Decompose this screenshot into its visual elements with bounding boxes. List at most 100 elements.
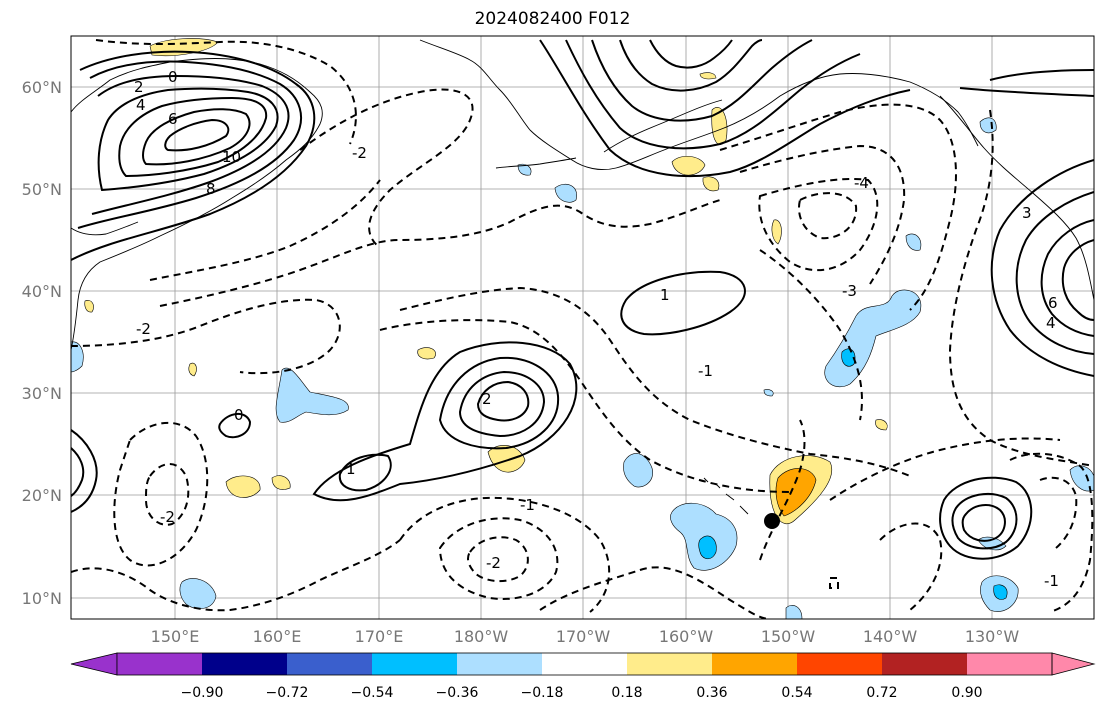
anomaly-blob: [623, 453, 654, 488]
lat-label: 60°N: [22, 78, 62, 97]
colorbar-swatch: [372, 653, 457, 675]
lon-label: 160°E: [253, 627, 302, 646]
contour-label: 2: [482, 390, 492, 408]
contour-line: [591, 39, 813, 122]
anomaly-blob: [671, 156, 706, 176]
contour-line: [164, 118, 230, 152]
contour-line: [71, 50, 316, 261]
lat-label: 20°N: [22, 486, 62, 505]
contour-line: [97, 87, 279, 192]
colorbar-swatch: [542, 653, 627, 675]
colorbar-label: −0.90: [181, 685, 224, 701]
contour-label: 2: [134, 78, 144, 96]
colorbar-label: 0.54: [781, 685, 812, 701]
lon-label: 150°W: [761, 627, 816, 646]
colorbar-swatch: [287, 653, 372, 675]
contour-label: 3: [1022, 204, 1032, 222]
colorbar-swatch: [457, 653, 542, 675]
contour-label: -2: [486, 554, 501, 572]
colorbar: −0.90 −0.72 −0.54 −0.36 −0.18 0.18 0.36 …: [70, 652, 1096, 701]
contour-line: [77, 60, 303, 229]
contour-line: [91, 74, 290, 215]
anomaly-blob: [71, 341, 84, 373]
colorbar-swatch: [202, 653, 287, 675]
contour-line: [565, 39, 861, 150]
contours-negative: [71, 39, 1094, 619]
contour-label: 4: [1046, 314, 1056, 332]
contour-line: [1040, 219, 1094, 337]
coastline-asia: [71, 221, 139, 236]
contour-line: [1009, 452, 1094, 613]
latitude-labels: 60°N 50°N 40°N 30°N 20°N 10°N: [22, 78, 62, 608]
lon-label: 130°W: [965, 627, 1020, 646]
contour-line: [829, 437, 1061, 501]
contour-line: [71, 447, 85, 497]
contour-label: 0: [234, 406, 244, 424]
contour-line: [739, 144, 906, 285]
contour-line: [1015, 191, 1094, 355]
contour-line: [829, 577, 839, 589]
contour-line: [939, 476, 1033, 560]
contour-label: -2: [136, 320, 151, 338]
anomaly-blob: [979, 117, 997, 134]
anomaly-blob: [417, 347, 436, 360]
contour-line: [149, 179, 381, 281]
anomaly-blob: [785, 605, 803, 619]
anomaly-blob: [993, 584, 1008, 600]
colorbar-swatch: [967, 653, 1052, 675]
storm-center-marker: [764, 513, 780, 529]
contour-label: -2: [352, 144, 367, 162]
anomaly-blob: [84, 300, 94, 313]
contour-line: [620, 270, 746, 336]
anomaly-blob: [824, 289, 922, 388]
lon-label: 140°W: [863, 627, 918, 646]
colorbar-extend-high: [1051, 652, 1096, 676]
coastline-northamerica: [939, 95, 1094, 301]
contour-line: [798, 192, 858, 240]
contour-line: [379, 319, 791, 493]
contour-line: [989, 69, 1094, 81]
contour-line: [218, 413, 252, 439]
contour-line: [312, 341, 578, 502]
contour-line: [758, 177, 879, 272]
colorbar-label: 0.36: [696, 685, 727, 701]
contour-line: [95, 39, 357, 145]
colorbar-label: −0.18: [521, 685, 564, 701]
contour-line: [458, 370, 546, 438]
colorbar-swatch: [797, 653, 882, 675]
colorbar-swatch: [117, 653, 202, 675]
colorbar-swatch: [712, 653, 797, 675]
lon-label: 180°W: [454, 627, 509, 646]
contour-label: 6: [1048, 294, 1058, 312]
contour-line: [990, 159, 1094, 377]
contour-line: [438, 517, 559, 600]
contour-line: [476, 380, 530, 422]
contour-label: -1: [520, 496, 535, 514]
contour-line: [118, 96, 268, 178]
map-title: 2024082400 F012: [474, 9, 631, 29]
lon-label: 150°E: [151, 627, 200, 646]
colorbar-border: [116, 652, 1053, 676]
colorbar-swatch: [882, 653, 967, 675]
anomaly-blob: [487, 445, 526, 473]
contour-label: -1: [1044, 572, 1059, 590]
contour-line: [539, 39, 911, 178]
contour-labels: 6 4 2 0 -2 -4 8 10 -1 1 -3 3 2 0 -2 -1 1…: [134, 68, 1059, 590]
colorbar-swatch: [627, 653, 712, 675]
colorbar-extend-low: [70, 652, 118, 676]
contour-line: [399, 496, 611, 613]
contour-line: [438, 356, 560, 450]
shaded-anomalies: [71, 38, 1094, 619]
plot-border: [70, 35, 1095, 620]
anomaly-blob: [179, 578, 217, 609]
contour-label: -2: [160, 508, 175, 526]
anomaly-blob: [702, 176, 720, 192]
lat-label: 30°N: [22, 384, 62, 403]
contour-label: 8: [206, 180, 216, 198]
anomaly-blob: [275, 367, 349, 423]
contour-line: [759, 419, 806, 561]
coastline-alaska: [603, 99, 723, 153]
contour-label: 0: [168, 68, 178, 86]
contour-label: 1: [346, 460, 356, 478]
